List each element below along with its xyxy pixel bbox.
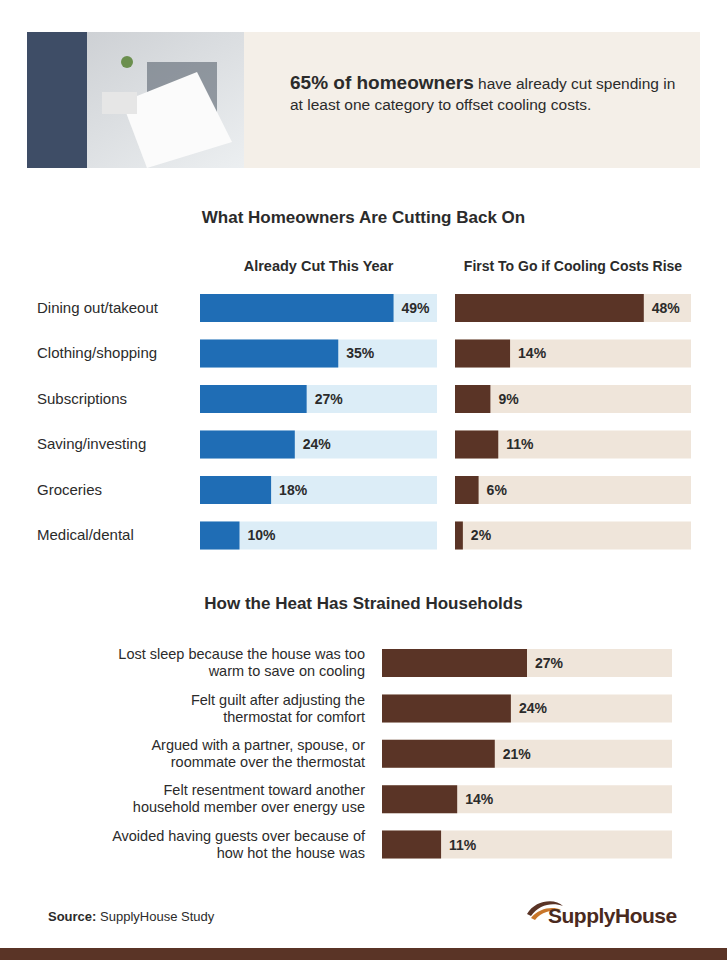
html-text:Source: SupplyHouse Study: Source: SupplyHouse Study bbox=[48, 909, 215, 924]
svg-text:14%: 14% bbox=[465, 791, 494, 807]
svg-text:48%: 48% bbox=[652, 300, 681, 316]
svg-text:Medical/dental: Medical/dental bbox=[37, 526, 134, 543]
svg-text:11%: 11% bbox=[449, 837, 477, 853]
svg-text:6%: 6% bbox=[487, 482, 508, 498]
svg-text:Subscriptions: Subscriptions bbox=[37, 390, 127, 407]
svg-text:Groceries: Groceries bbox=[37, 481, 102, 498]
svg-text:11%: 11% bbox=[506, 436, 534, 452]
svg-text:49%: 49% bbox=[402, 300, 431, 316]
svg-text:2%: 2% bbox=[471, 527, 492, 543]
svg-text:35%: 35% bbox=[346, 345, 375, 361]
html-text:Already Cut This Year: Already Cut This Year bbox=[243, 258, 394, 274]
html-text:How the Heat Has Strained Hous: How the Heat Has Strained Households bbox=[204, 594, 523, 613]
svg-text:14%: 14% bbox=[518, 345, 547, 361]
svg-text:18%: 18% bbox=[279, 482, 308, 498]
html-text:SupplyHouse: SupplyHouse bbox=[548, 904, 677, 927]
svg-text:Avoided having guests over bec: Avoided having guests over because ofhow… bbox=[112, 828, 366, 861]
svg-text:Felt resentment toward another: Felt resentment toward anotherhousehold … bbox=[133, 782, 365, 815]
svg-text:9%: 9% bbox=[498, 391, 519, 407]
svg-text:24%: 24% bbox=[303, 436, 332, 452]
svg-text:Argued with a partner, spouse,: Argued with a partner, spouse, orroommat… bbox=[151, 737, 365, 770]
svg-text:27%: 27% bbox=[315, 391, 344, 407]
svg-text:24%: 24% bbox=[519, 700, 548, 716]
svg-text:Dining out/takeout: Dining out/takeout bbox=[37, 299, 159, 316]
html-text:65% of homeowners have already: 65% of homeowners have already cut spend… bbox=[290, 72, 676, 113]
html-text:First To Go if Cooling Costs R: First To Go if Cooling Costs Rise bbox=[463, 258, 683, 274]
svg-text:Saving/investing: Saving/investing bbox=[37, 435, 146, 452]
svg-text:Lost sleep because the house w: Lost sleep because the house was toowarm… bbox=[118, 646, 365, 679]
html-text:What Homeowners Are Cutting Ba: What Homeowners Are Cutting Back On bbox=[201, 208, 526, 227]
svg-text:27%: 27% bbox=[535, 655, 564, 671]
svg-text:10%: 10% bbox=[248, 527, 277, 543]
svg-text:Clothing/shopping: Clothing/shopping bbox=[37, 344, 157, 361]
svg-text:21%: 21% bbox=[503, 746, 532, 762]
svg-text:Felt guilt after adjusting the: Felt guilt after adjusting thethermostat… bbox=[191, 692, 365, 725]
